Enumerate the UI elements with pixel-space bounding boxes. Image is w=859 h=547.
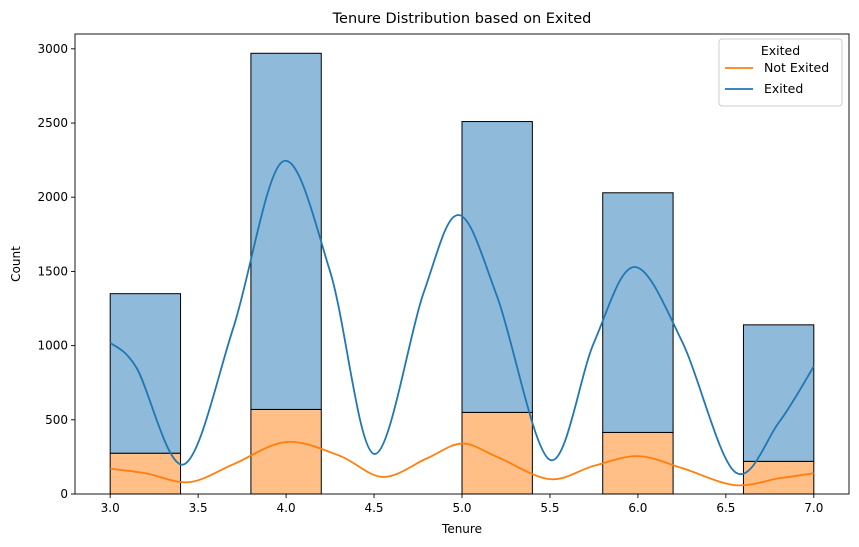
x-tick-label: 3.0 bbox=[101, 501, 120, 515]
x-tick-label: 6.5 bbox=[716, 501, 735, 515]
x-tick-label: 6.0 bbox=[628, 501, 647, 515]
y-tick-label: 3000 bbox=[37, 42, 68, 56]
y-tick-label: 500 bbox=[45, 413, 68, 427]
y-tick-label: 1500 bbox=[37, 264, 68, 278]
chart-title: Tenure Distribution based on Exited bbox=[332, 11, 592, 27]
kde-line-exited bbox=[109, 159, 815, 476]
bar-exited-2 bbox=[461, 121, 533, 413]
y-tick-label: 2000 bbox=[37, 190, 68, 204]
bar-not-exited-2 bbox=[461, 411, 533, 495]
x-tick-label: 4.0 bbox=[277, 501, 296, 515]
y-tick-label: 2500 bbox=[37, 116, 68, 130]
bar-exited-3 bbox=[602, 192, 674, 433]
x-tick-label: 4.5 bbox=[364, 501, 383, 515]
x-tick-label: 7.0 bbox=[804, 501, 823, 515]
kde-line-not-exited bbox=[110, 441, 814, 487]
bar-not-exited-3 bbox=[602, 431, 674, 495]
stacked-bars bbox=[109, 52, 815, 495]
bar-exited-0 bbox=[109, 293, 182, 454]
bar-exited-4 bbox=[742, 324, 815, 462]
x-tick-label: 5.5 bbox=[540, 501, 559, 515]
legend-label-exited: Exited bbox=[764, 81, 803, 96]
bar-exited-1 bbox=[250, 52, 322, 410]
y-tick-label: 0 bbox=[60, 487, 68, 501]
x-tick-label: 5.0 bbox=[452, 501, 471, 515]
y-tick-label: 1000 bbox=[37, 339, 68, 353]
legend-label-not-exited: Not Exited bbox=[764, 60, 829, 75]
bar-not-exited-1 bbox=[250, 408, 322, 495]
x-tick-label: 3.5 bbox=[189, 501, 208, 515]
kde-curves bbox=[109, 159, 815, 487]
legend: Exited Not Exited Exited bbox=[718, 38, 843, 107]
x-axis-label: Tenure bbox=[441, 522, 482, 536]
axes: 3.0 3.5 4.0 4.5 5.0 5.5 6.0 6.5 7.0 0 500 1000 1500 2… bbox=[37, 42, 823, 515]
legend-title: Exited bbox=[761, 43, 800, 58]
y-axis-label: Count bbox=[9, 246, 23, 282]
